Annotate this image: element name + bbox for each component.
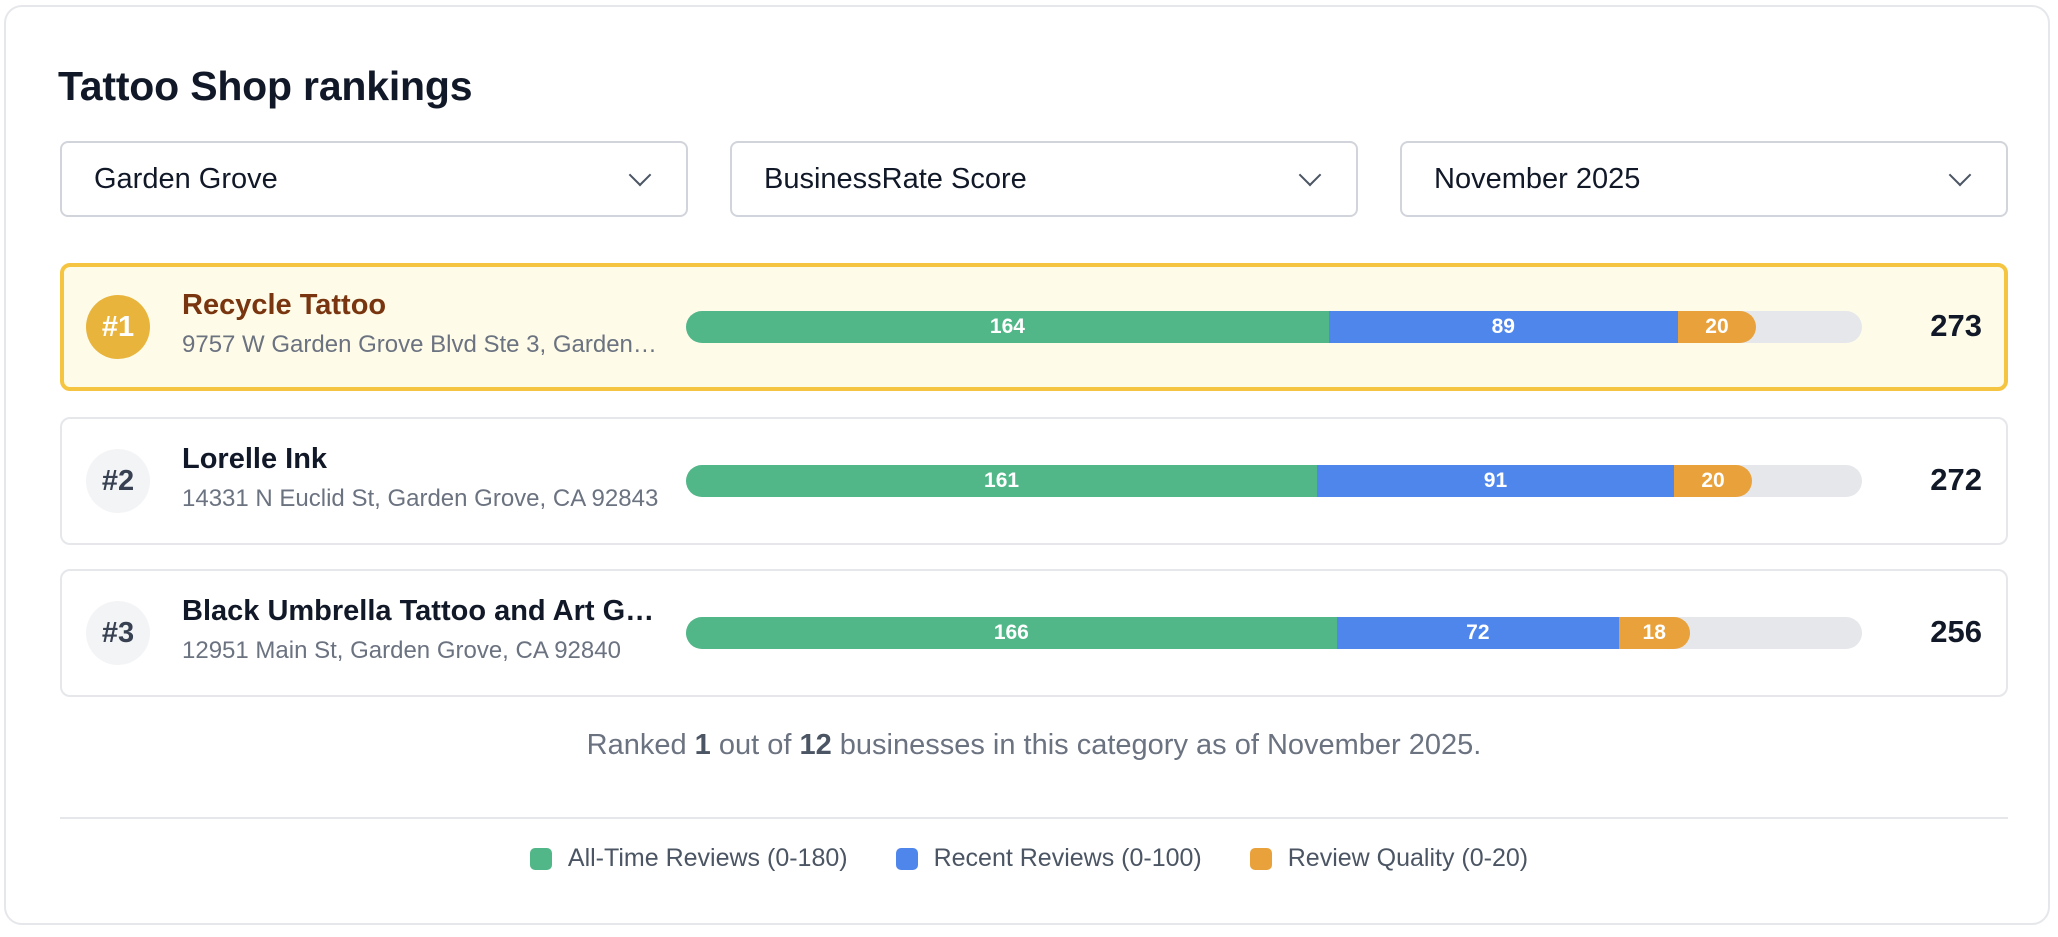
quality-segment: 18 xyxy=(1618,617,1690,649)
location-select[interactable]: Garden Grove xyxy=(60,141,688,217)
legend-label: Review Quality (0-20) xyxy=(1287,844,1529,872)
business-name: Recycle Tattoo xyxy=(182,289,387,321)
summary-prefix: Ranked xyxy=(586,729,695,761)
metric-select[interactable]: BusinessRate Score xyxy=(730,141,1358,217)
ranking-row-3[interactable]: #3 Black Umbrella Tattoo and Art Gallery… xyxy=(60,569,2008,697)
recent-segment: 91 xyxy=(1317,465,1674,497)
location-select-value: Garden Grove xyxy=(94,162,278,195)
metric-select-value: BusinessRate Score xyxy=(764,162,1027,195)
score-bar: 161 91 20 xyxy=(686,465,1862,497)
score-bar: 166 72 18 xyxy=(686,617,1862,649)
legend-label: All-Time Reviews (0-180) xyxy=(567,844,848,872)
business-name: Black Umbrella Tattoo and Art Gallery xyxy=(182,595,662,627)
filter-bar: Garden Grove BusinessRate Score November… xyxy=(60,141,2008,217)
legend: All-Time Reviews (0-180) Recent Reviews … xyxy=(0,844,2058,873)
summary-rank: 1 xyxy=(694,729,711,761)
chevron-down-icon xyxy=(1298,163,1322,187)
legend-item-all-time: All-Time Reviews (0-180) xyxy=(529,844,848,873)
business-name: Lorelle Ink xyxy=(182,443,328,475)
total-score: 256 xyxy=(1930,614,1982,649)
ranking-row-2[interactable]: #2 Lorelle Ink 14331 N Euclid St, Garden… xyxy=(60,417,2008,545)
legend-label: Recent Reviews (0-100) xyxy=(933,844,1202,872)
recent-segment: 72 xyxy=(1336,617,1619,649)
business-address: 14331 N Euclid St, Garden Grove, CA 9284… xyxy=(182,485,659,512)
quality-segment: 20 xyxy=(1677,311,1757,343)
quality-segment: 20 xyxy=(1673,465,1753,497)
legend-swatch-green xyxy=(529,847,552,870)
divider xyxy=(60,817,2008,819)
page-title: Tattoo Shop rankings xyxy=(58,63,473,109)
summary-middle: out of xyxy=(710,729,800,761)
summary-count: 12 xyxy=(799,729,832,761)
rank-badge: #3 xyxy=(86,601,150,665)
summary-suffix: businesses in this category as of Novemb… xyxy=(831,729,1482,761)
total-score: 272 xyxy=(1930,462,1982,497)
rank-badge: #2 xyxy=(86,449,150,513)
business-address: 9757 W Garden Grove Blvd Ste 3, Garden G… xyxy=(182,331,662,358)
legend-item-recent: Recent Reviews (0-100) xyxy=(895,844,1202,873)
rankings-card: Tattoo Shop rankings Garden Grove Busine… xyxy=(4,5,2050,925)
legend-item-quality: Review Quality (0-20) xyxy=(1249,844,1529,873)
recent-segment: 89 xyxy=(1328,311,1678,343)
all-time-segment: 166 xyxy=(686,617,1337,649)
all-time-segment: 164 xyxy=(686,311,1329,343)
ranking-row-1[interactable]: #1 Recycle Tattoo 9757 W Garden Grove Bl… xyxy=(60,263,2008,391)
period-select[interactable]: November 2025 xyxy=(1400,141,2008,217)
rank-badge: #1 xyxy=(86,295,150,359)
score-bar: 164 89 20 xyxy=(686,311,1862,343)
business-address: 12951 Main St, Garden Grove, CA 92840 xyxy=(182,637,621,664)
chevron-down-icon xyxy=(1948,163,1972,187)
legend-swatch-orange xyxy=(1249,847,1272,870)
chevron-down-icon xyxy=(628,163,652,187)
period-select-value: November 2025 xyxy=(1434,162,1641,195)
ranking-summary: Ranked 1 out of 12 businesses in this ca… xyxy=(60,729,2008,762)
all-time-segment: 161 xyxy=(686,465,1318,497)
total-score: 273 xyxy=(1930,308,1982,343)
legend-swatch-blue xyxy=(895,847,918,870)
